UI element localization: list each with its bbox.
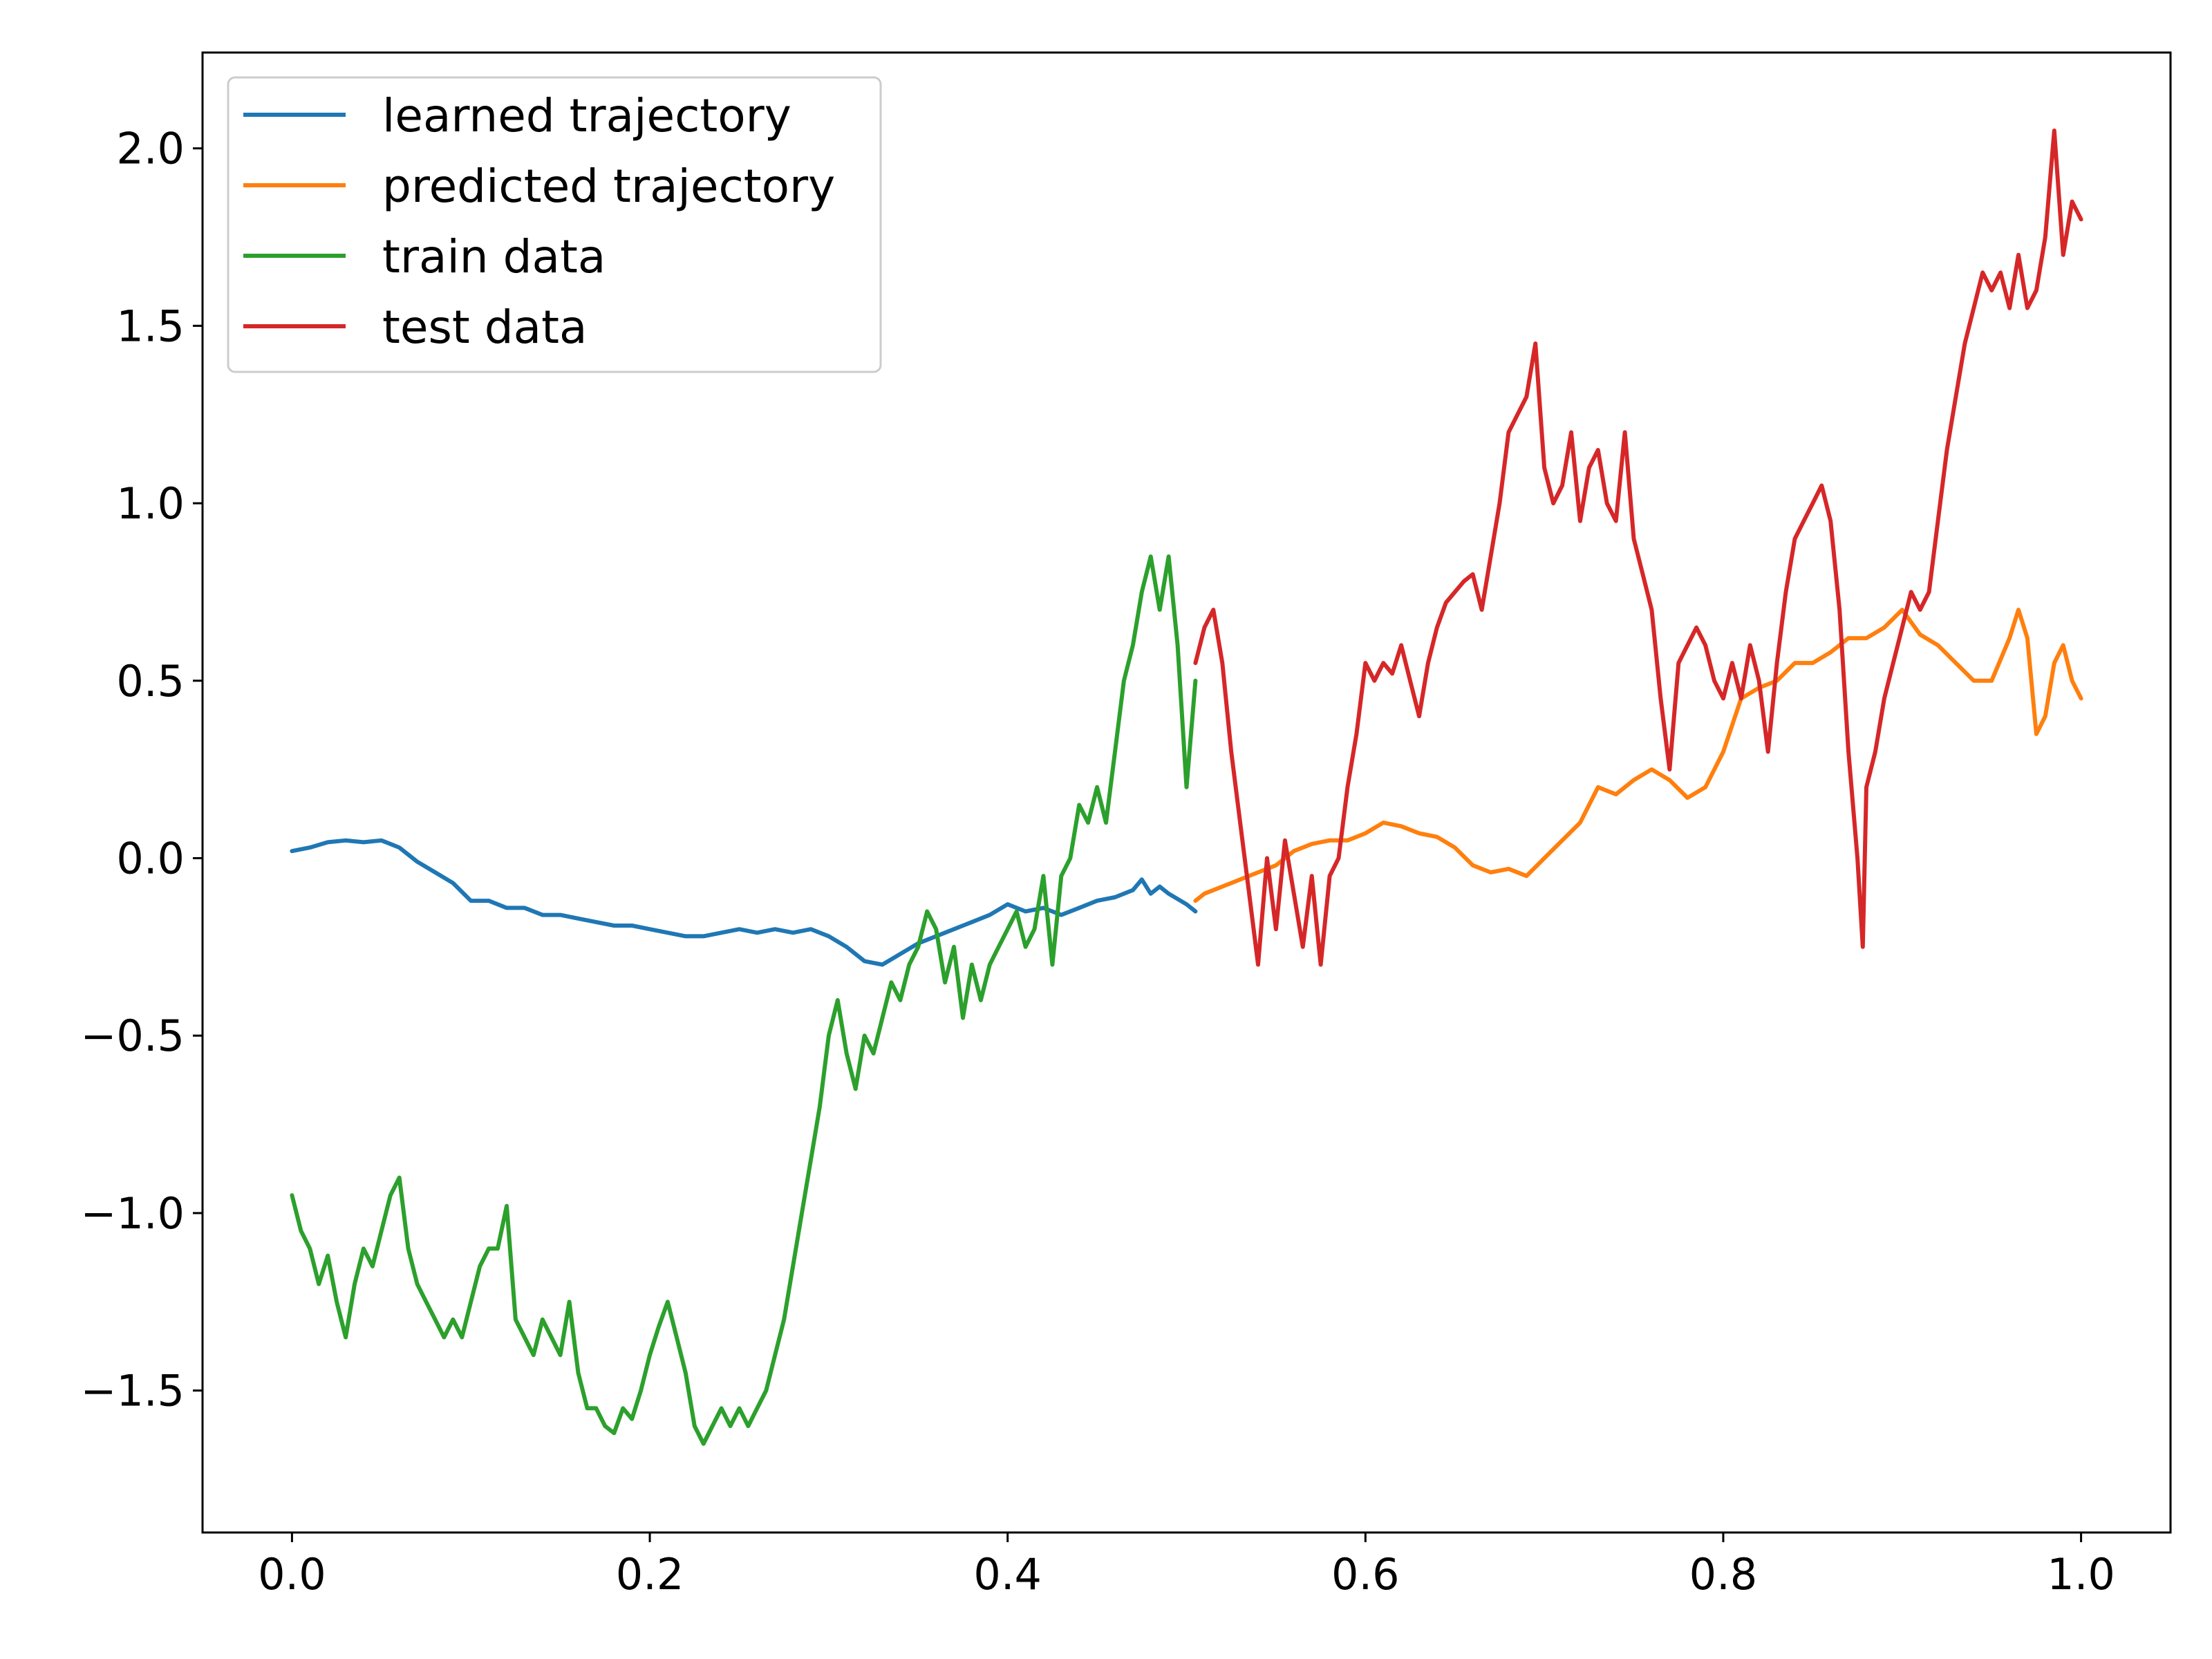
y-tick-label: 2.0 <box>116 124 185 174</box>
x-tick-label: 0.4 <box>973 1549 1042 1600</box>
x-tick-label: 1.0 <box>2047 1549 2115 1600</box>
series-line-test-data <box>1193 129 2083 967</box>
axes-frame <box>201 51 2172 1534</box>
y-tick-label: 1.0 <box>116 478 185 529</box>
y-axis: 2.0 1.5 1.0 0.5 0.0 −0.5 −1.0 −1.5 <box>80 124 203 1416</box>
x-axis: 0.0 0.2 0.4 0.6 0.8 1.0 <box>258 1533 2115 1600</box>
series-line-train-data <box>290 554 1198 1446</box>
legend-label-learned: learned trajectory <box>382 89 791 142</box>
legend-label-train: train data <box>382 230 606 283</box>
legend-label-predicted: predicted trajectory <box>382 160 835 213</box>
y-tick-label: 0.0 <box>116 833 185 883</box>
y-tick-label: 1.5 <box>116 301 185 351</box>
x-tick-label: 0.6 <box>1331 1549 1400 1600</box>
x-tick-label: 0.2 <box>616 1549 684 1600</box>
series-layer <box>290 129 2083 1446</box>
y-tick-label: 0.5 <box>116 656 185 706</box>
y-tick-label: −1.5 <box>80 1366 185 1416</box>
legend-label-test: test data <box>382 301 587 354</box>
y-tick-label: −0.5 <box>80 1011 185 1061</box>
series-line-learned-trajectory <box>290 838 1198 967</box>
series-line-predicted-trajectory <box>1193 608 2083 903</box>
legend: learned trajectory predicted trajectory … <box>227 76 882 373</box>
legend-frame <box>227 76 882 373</box>
y-tick-label: −1.0 <box>80 1188 185 1239</box>
x-tick-label: 0.0 <box>258 1549 326 1600</box>
x-tick-label: 0.8 <box>1689 1549 1758 1600</box>
